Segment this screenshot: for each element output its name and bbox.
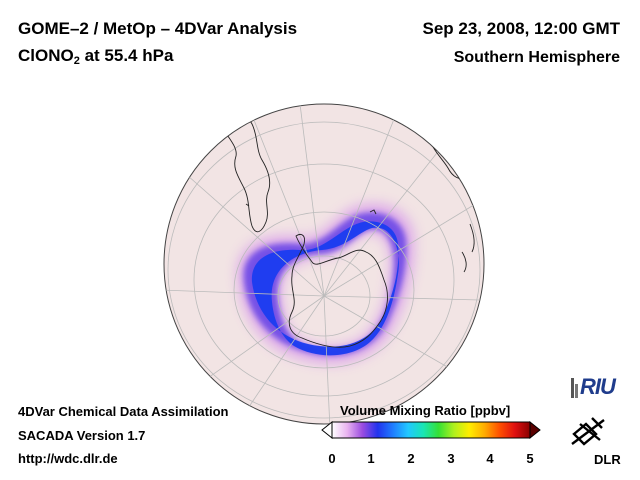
dlr-logo: DLR (594, 452, 621, 467)
riu-emblem (571, 378, 578, 398)
species-suffix: at 55.4 hPa (79, 46, 174, 65)
globe (163, 103, 485, 425)
species-subscript: 2 (73, 55, 80, 67)
colorbar-tick: 4 (486, 451, 494, 466)
species-label: ClONO2 at 55.4 hPa (18, 46, 173, 67)
colorbar-tick: 2 (407, 451, 415, 466)
clono2-collar-core (251, 221, 399, 356)
dlr-emblem (571, 417, 605, 446)
footer-url[interactable]: http://wdc.dlr.de (18, 451, 118, 466)
colorbar-tick: 5 (526, 451, 534, 466)
region-label: Southern Hemisphere (453, 49, 620, 66)
colorbar-tick: 1 (367, 451, 375, 466)
footer-system: 4DVar Chemical Data Assimilation (18, 404, 229, 419)
riu-logo: RIU (580, 374, 616, 399)
colorbar-body (331, 421, 531, 439)
clono2-collar-mid (243, 212, 407, 356)
colorbar-title: Volume Mixing Ratio [ppbv] (340, 403, 511, 418)
analysis-date: Sep 23, 2008, 12:00 GMT (422, 19, 621, 38)
map-title: GOME–2 / MetOp – 4DVar Analysis (18, 19, 298, 38)
colorbar (321, 420, 541, 440)
colorbar-tick: 0 (328, 451, 336, 466)
species-prefix: ClONO (18, 46, 74, 65)
colorbar-right-arrow (529, 420, 541, 440)
colorbar-tick: 3 (447, 451, 455, 466)
footer-version: SACADA Version 1.7 (18, 428, 146, 443)
